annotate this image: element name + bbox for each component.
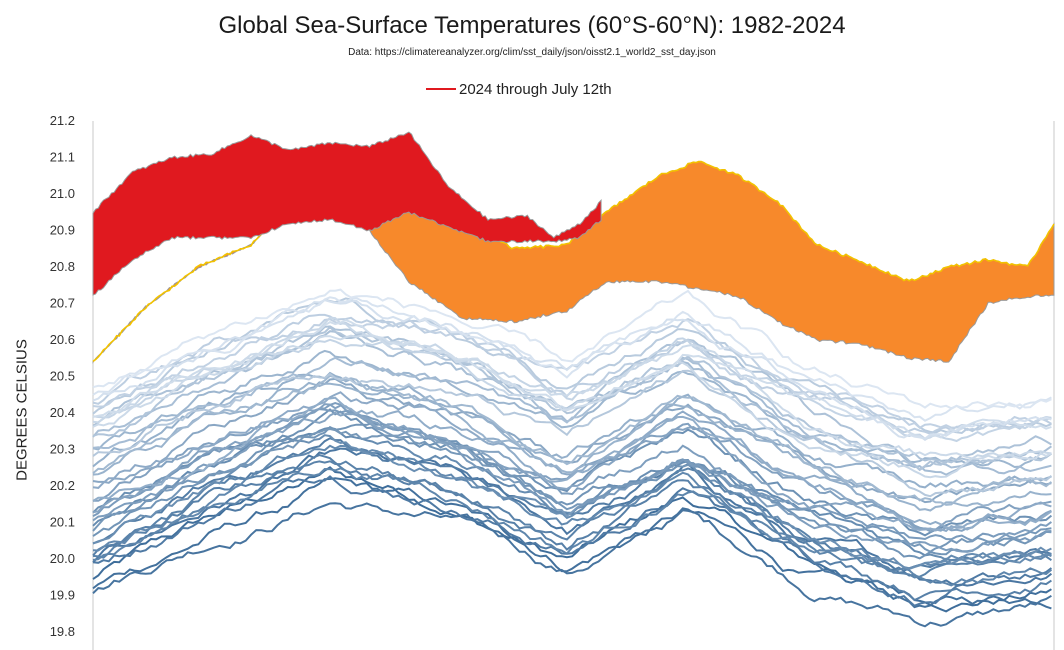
legend-swatch-2024 (426, 88, 456, 90)
series-line-older-year (92, 467, 1053, 587)
y-tick-label: 21.2 (50, 113, 75, 128)
series-line-older-year (92, 454, 1052, 602)
y-tick-label: 19.8 (50, 624, 75, 639)
y-tick-label: 21.1 (50, 149, 75, 164)
series-line-older-year (92, 297, 1052, 435)
y-tick-label: 20.1 (50, 514, 75, 529)
series-line-older-year (92, 421, 1052, 560)
series-line-older-year (92, 477, 1052, 610)
series-line-older-year (92, 369, 1053, 498)
series-line-older-year (92, 288, 1052, 410)
older-years-lines (92, 288, 1053, 628)
y-tick-label: 20.9 (50, 222, 75, 237)
series-line-older-year (92, 325, 1052, 464)
series-line-older-year (92, 356, 1052, 476)
y-tick-label: 19.9 (50, 587, 75, 602)
series-line-older-year (92, 444, 1052, 570)
series-line-older-year (92, 402, 1052, 553)
y-tick-label: 20.6 (50, 332, 75, 347)
legend: 2024 through July 12th (426, 79, 612, 99)
y-tick-label: 20.0 (50, 551, 75, 566)
year-fills (92, 131, 1055, 364)
series-line-older-year (92, 316, 1052, 479)
series-line-older-year (92, 502, 1052, 628)
series-line-older-year (92, 374, 1053, 506)
y-tick-label: 20.8 (50, 259, 75, 274)
y-tick-label: 20.7 (50, 295, 75, 310)
series-line-older-year (92, 296, 1052, 422)
y-tick-label: 20.5 (50, 368, 75, 383)
series-line-older-year (92, 411, 1052, 532)
series-line-older-year (92, 475, 1052, 607)
series-line-older-year (92, 325, 1052, 471)
series-line-older-year (92, 349, 1052, 469)
series-line-older-year (92, 391, 1052, 533)
series-line-older-year (92, 396, 1052, 531)
series-line-older-year (92, 427, 1052, 553)
series-line-older-year (92, 466, 1052, 613)
series-line-older-year (92, 313, 1052, 435)
legend-label: 2024 through July 12th (459, 80, 612, 98)
y-tick-label: 21.0 (50, 186, 75, 201)
y-tick-label: 20.2 (50, 478, 75, 493)
y-tick-label: 20.3 (50, 441, 75, 456)
y-tick-label: 20.4 (50, 405, 75, 420)
series-line-older-year (92, 319, 1052, 442)
y-ticks: 21.2 21.1 21.0 20.9 20.8 20.7 20.6 20.5 20.4 20.3… (50, 113, 75, 639)
series-band-2024 (92, 131, 602, 296)
series-line-older-year (92, 334, 1052, 461)
chart-source: Data: https://climatereanalyzer.org/clim… (348, 47, 716, 58)
chart-title: Global Sea-Surface Temperatures (60°S-60… (218, 12, 846, 39)
